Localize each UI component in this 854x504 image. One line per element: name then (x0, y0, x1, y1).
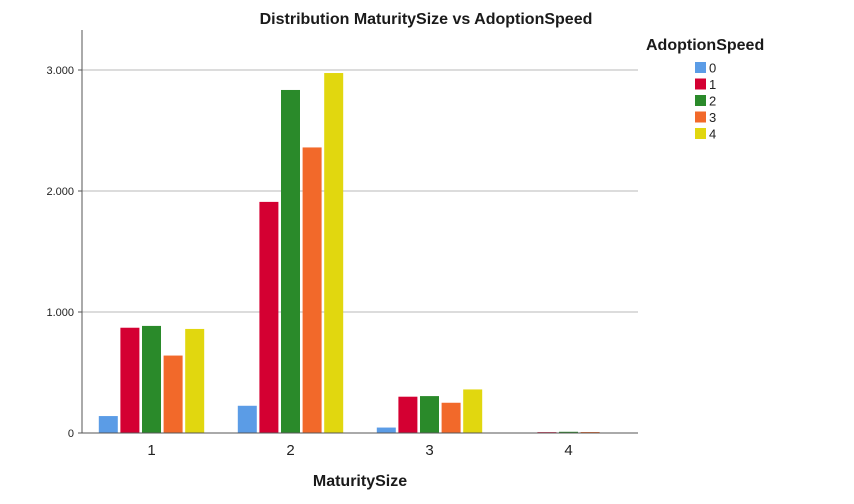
y-tick-label: 0 (68, 428, 74, 440)
x-axis-label: MaturitySize (313, 473, 407, 490)
bar-4-2 (559, 431, 578, 433)
bar-2-2 (281, 89, 300, 433)
legend-swatch-2 (695, 95, 706, 106)
bar-3-0 (376, 427, 396, 433)
legend-swatch-4 (695, 128, 706, 139)
x-tick-label: 1 (147, 442, 155, 459)
legend-swatch-1 (695, 78, 706, 90)
x-axis-ticks: 1 2 3 4 (147, 442, 572, 459)
bar-2-1 (259, 201, 279, 433)
bar-2-0 (237, 405, 257, 433)
bar-1-4 (185, 328, 205, 433)
chart-title: Distribution MaturitySize vs AdoptionSpe… (260, 11, 593, 28)
bar-3-3 (441, 402, 461, 433)
bar-2-3 (302, 147, 322, 433)
y-tick-label: 3.000 (46, 65, 74, 77)
legend-swatch-3 (695, 111, 706, 123)
legend-label-1: 1 (709, 77, 716, 92)
x-tick-label: 3 (425, 442, 433, 459)
legend-label-2: 2 (709, 94, 716, 109)
gridlines (78, 69, 638, 434)
bar-1-0 (98, 416, 118, 433)
x-tick-label: 4 (564, 442, 572, 459)
y-tick-label: 1.000 (46, 307, 74, 319)
bar-3-2 (420, 396, 439, 433)
y-tick-label: 2.000 (46, 186, 74, 198)
legend-label-0: 0 (709, 61, 716, 76)
bar-1-2 (142, 325, 161, 433)
bar-2-4 (324, 73, 344, 434)
bar-1-3 (163, 355, 183, 433)
legend-label-3: 3 (709, 110, 716, 125)
bar-3-4 (463, 389, 483, 433)
legend: 01 23 4 (695, 61, 716, 142)
bar-1-1 (120, 327, 140, 433)
legend-title: AdoptionSpeed (646, 37, 764, 54)
bars (98, 73, 622, 434)
bar-3-1 (398, 396, 418, 433)
x-tick-label: 2 (286, 442, 294, 459)
legend-swatch-0 (695, 62, 706, 73)
legend-label-4: 4 (709, 127, 716, 142)
y-axis-ticks: 0 1.000 2.000 3.000 (46, 65, 74, 440)
